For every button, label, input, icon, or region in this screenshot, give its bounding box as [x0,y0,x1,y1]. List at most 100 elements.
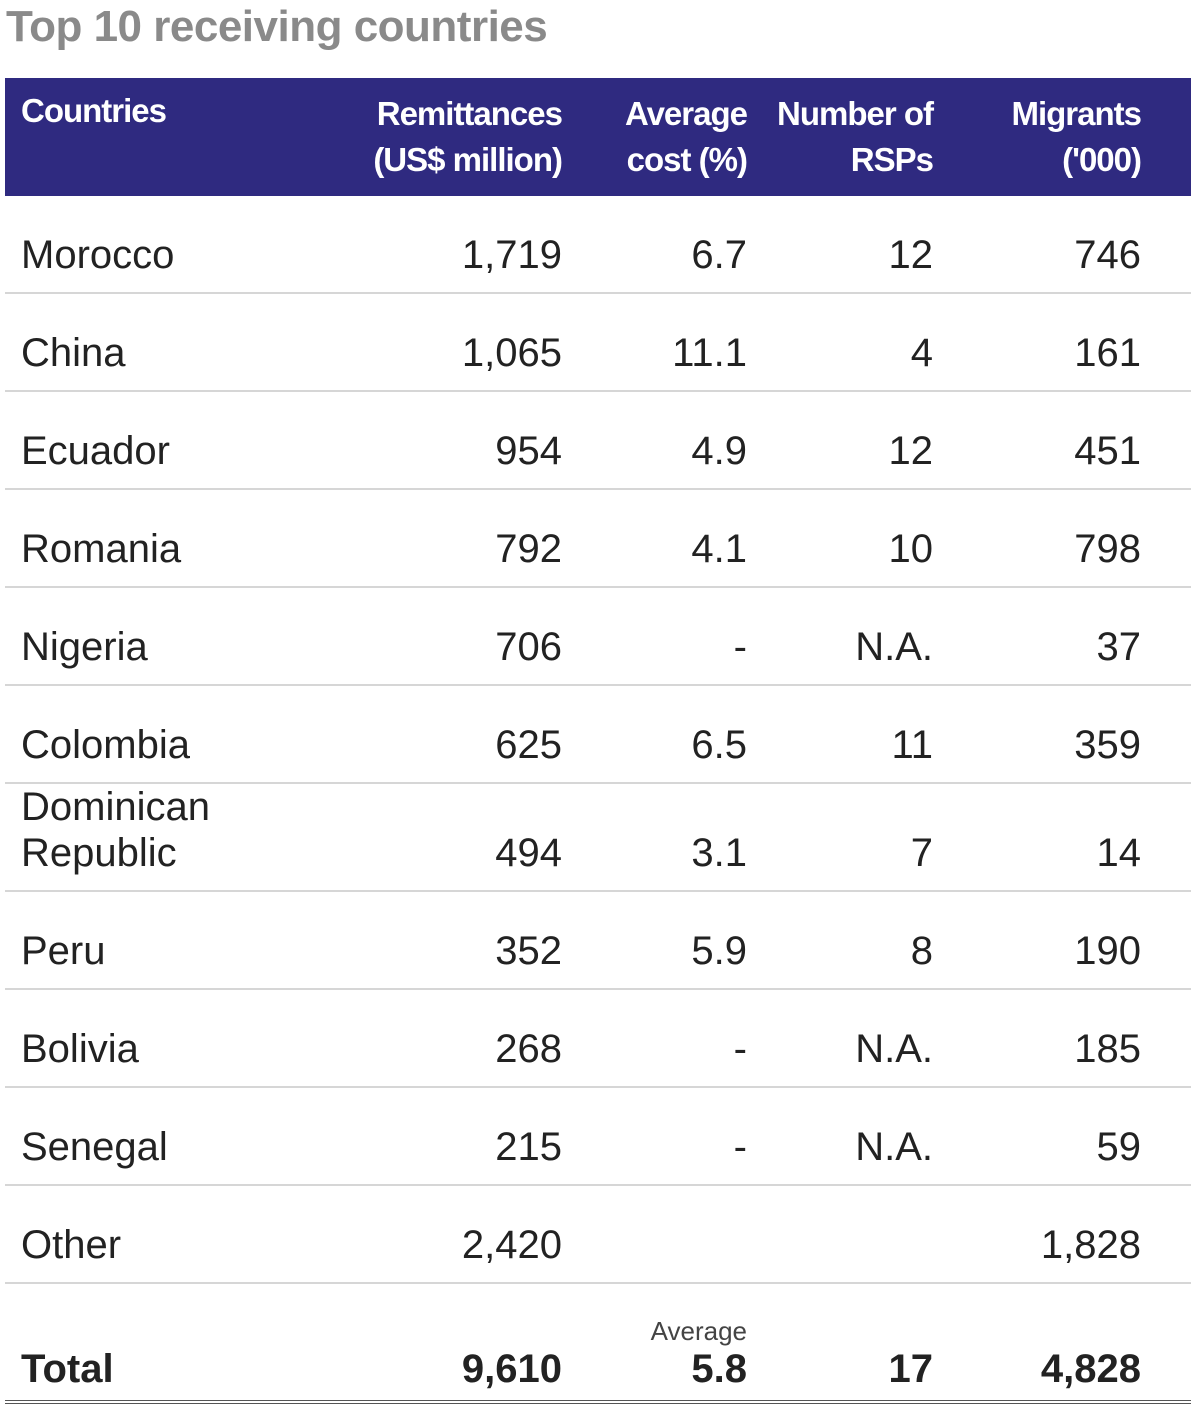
table-cell: N.A. [751,1087,937,1186]
table-cell: 11 [751,685,937,784]
table-cell: 6.7 [566,196,751,294]
cell-text: 12 [888,233,934,277]
cell-text: Ecuador [21,429,170,473]
cell-text: 494 [495,831,562,875]
table-cell: 4.1 [566,489,751,588]
table-cell: Nigeria [5,587,230,686]
cell-text: 185 [1074,1027,1141,1071]
table-cell: 1,719 [230,196,566,294]
table-cell: 3.1 [566,783,751,892]
table-cell: 12 [751,196,937,294]
table-cell: 37 [937,587,1191,686]
table-cell: 792 [230,489,566,588]
cell-text: 11.1 [672,331,747,375]
table-cell: 5.9 [566,891,751,990]
cell-text: Other [21,1223,122,1267]
header-text: RSPs [850,141,934,178]
table-cell: 746 [937,196,1191,294]
table-cell: - [566,1087,751,1186]
table-cell: N.A. [751,587,937,686]
table-cell: Morocco [5,196,230,294]
cell-text: 4 [910,331,933,375]
table-cell: Dominican Republic [5,783,230,892]
header-row: Countries Remittances (US$ million) Average… [5,78,1191,196]
table-row: Dominican Republic 494 3.1 7 14 [5,783,1191,892]
cell-text: 9,610 [461,1347,562,1391]
table-cell: 7 [751,783,937,892]
cell-text: 706 [495,625,562,669]
total-cell: Total [5,1283,230,1404]
table-cell: 6.5 [566,685,751,784]
table-cell: - [566,989,751,1088]
table-cell: 190 [937,891,1191,990]
cell-text: 37 [1096,625,1142,669]
table-cell: 11.1 [566,293,751,392]
cell-text: N.A. [855,1125,933,1169]
table-cell: Other [5,1185,230,1284]
table-cell: 352 [230,891,566,990]
table-row: Colombia 625 6.5 11 359 [5,685,1191,784]
cell-text: N.A. [855,625,933,669]
cell-text: 14 [1096,831,1142,875]
table-row: Other 2,420 1,828 [5,1185,1191,1284]
table-cell: 954 [230,391,566,490]
header-text: Migrants [1011,95,1142,132]
cell-text: 10 [888,527,934,571]
cell-text: 12 [888,429,934,473]
table-cell: 14 [937,783,1191,892]
total-cell: Average 5.8 [566,1283,751,1404]
table-cell [751,1185,937,1284]
cell-text: 5.9 [691,929,747,973]
cell-text: 798 [1074,527,1141,571]
table-cell: 1,065 [230,293,566,392]
table-row: Senegal 215 - N.A. 59 [5,1087,1191,1186]
cell-text: 190 [1074,929,1141,973]
table-cell: 494 [230,783,566,892]
cell-text: 792 [495,527,562,571]
cell-text: 746 [1074,233,1141,277]
table-cell: China [5,293,230,392]
table-cell: 215 [230,1087,566,1186]
table-cell: 10 [751,489,937,588]
cell-text: 5.8 [691,1347,747,1391]
data-table: Countries Remittances (US$ million) Average… [5,78,1191,1404]
table-cell: N.A. [751,989,937,1088]
table-cell: 798 [937,489,1191,588]
cell-text: 1,065 [461,331,562,375]
cell-text: 6.7 [691,233,747,277]
header-text: (US$ million) [373,141,563,178]
header-cell: Countries [5,78,230,196]
table-cell: Bolivia [5,989,230,1088]
header-cell: Migrants ('000) [937,78,1191,196]
header-text: cost (%) [626,141,748,178]
cell-text: 954 [495,429,562,473]
cell-text: 3.1 [691,831,747,875]
cell-text: Senegal [21,1125,168,1169]
table-row: Nigeria 706 - N.A. 37 [5,587,1191,686]
cell-text: 2,420 [461,1223,562,1267]
table-cell: Colombia [5,685,230,784]
total-cell: 17 [751,1283,937,1404]
table-cell: 8 [751,891,937,990]
cell-text: 6.5 [691,723,747,767]
table-cell: 2,420 [230,1185,566,1284]
page: Top 10 receiving countries Countries Remi… [5,2,1191,1404]
total-row: Total 9,610 Average 5.8 17 4,828 [5,1283,1191,1404]
cell-text: 625 [495,723,562,767]
table-cell [566,1185,751,1284]
cell-text: 1,719 [461,233,562,277]
cell-text: 4,828 [1040,1347,1141,1391]
table-cell: 161 [937,293,1191,392]
cell-text: 352 [495,929,562,973]
header-text: Number of [777,95,934,132]
table-cell: 4.9 [566,391,751,490]
table-cell: 59 [937,1087,1191,1186]
cell-text: 59 [1096,1125,1142,1169]
total-cell: 4,828 [937,1283,1191,1404]
cell-text: 11 [891,723,933,767]
cell-text: 161 [1074,331,1141,375]
cell-text: Dominican Republic [21,785,210,875]
cell-text: China [21,331,126,375]
table-cell: 451 [937,391,1191,490]
header-cell: Number of RSPs [751,78,937,196]
